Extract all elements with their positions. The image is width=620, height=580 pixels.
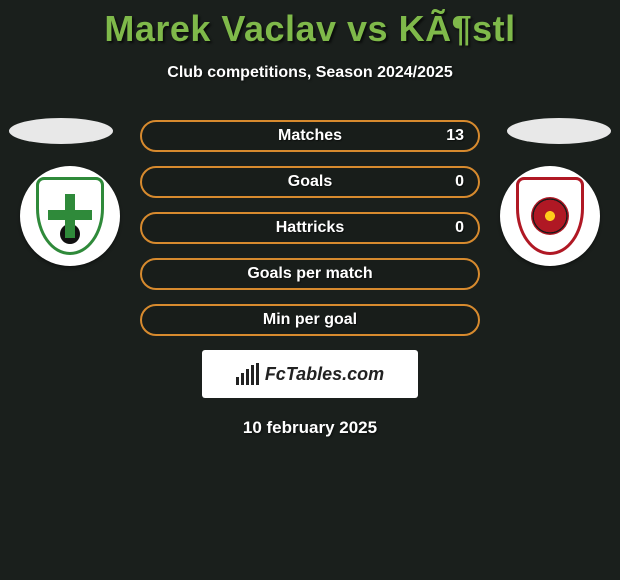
stat-bars: Matches 13 Goals 0 Hattricks 0 Goals per… (140, 118, 480, 336)
stat-row-goals-per-match: Goals per match (140, 258, 480, 290)
date-label: 10 february 2025 (0, 418, 620, 438)
stat-row-goals: Goals 0 (140, 166, 480, 198)
stat-label: Hattricks (276, 219, 344, 237)
stat-label: Goals per match (247, 265, 372, 283)
stat-label: Matches (278, 127, 342, 145)
crest-skalica-icon (36, 177, 104, 255)
brand-logo: FcTables.com (202, 350, 418, 398)
stat-row-matches: Matches 13 (140, 120, 480, 152)
stat-label: Min per goal (263, 311, 357, 329)
stat-value-right: 13 (446, 127, 464, 145)
stat-row-min-per-goal: Min per goal (140, 304, 480, 336)
subtitle: Club competitions, Season 2024/2025 (0, 64, 620, 82)
stat-value-right: 0 (455, 173, 464, 191)
bars-icon (236, 363, 259, 385)
stat-label: Goals (288, 173, 332, 191)
team-badge-right (500, 166, 600, 266)
team-badge-left (20, 166, 120, 266)
ellipse-right (507, 118, 611, 144)
ellipse-left (9, 118, 113, 144)
stat-row-hattricks: Hattricks 0 (140, 212, 480, 244)
comparison-arena: Matches 13 Goals 0 Hattricks 0 Goals per… (0, 118, 620, 438)
crest-ruzomberok-icon (516, 177, 584, 255)
stat-value-right: 0 (455, 219, 464, 237)
page-title: Marek Vaclav vs KÃ¶stl (0, 0, 620, 50)
brand-text: FcTables.com (265, 364, 384, 385)
